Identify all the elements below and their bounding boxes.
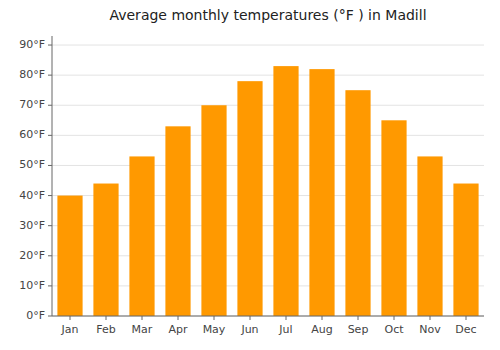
y-tick-label: 60°F	[19, 128, 45, 141]
grid-line	[52, 75, 484, 76]
y-tick-label: 70°F	[19, 98, 45, 111]
y-tick	[48, 225, 52, 226]
x-tick	[430, 316, 431, 320]
bar	[453, 184, 478, 316]
x-tick	[106, 316, 107, 320]
x-tick-label: Jan	[61, 323, 79, 336]
grid-line	[52, 105, 484, 106]
y-tick	[48, 105, 52, 106]
y-tick-label: 40°F	[19, 189, 45, 202]
x-tick-label: Feb	[96, 323, 115, 336]
x-tick	[70, 316, 71, 320]
x-tick	[214, 316, 215, 320]
bar	[201, 105, 226, 316]
x-tick	[466, 316, 467, 320]
x-tick	[178, 316, 179, 320]
y-grid	[52, 45, 484, 316]
x-tick	[250, 316, 251, 320]
y-tick-label: 80°F	[19, 68, 45, 81]
x-tick	[286, 316, 287, 320]
bar	[309, 69, 334, 316]
grid-line	[52, 316, 484, 317]
x-tick	[394, 316, 395, 320]
bar	[237, 81, 262, 316]
x-tick	[358, 316, 359, 320]
bar	[129, 156, 154, 316]
x-tick-label: Jul	[278, 323, 292, 336]
y-tick-label: 90°F	[19, 38, 45, 51]
bar	[57, 196, 82, 316]
bar	[273, 66, 298, 316]
x-tick-label: Sep	[348, 323, 369, 336]
bar	[165, 126, 190, 316]
y-tick-label: 10°F	[19, 279, 45, 292]
y-tick-label: 50°F	[19, 158, 45, 171]
y-axis: 0°F 10°F 20°F 30°F 40°F 50°F 60°F 70°F 80°F 90°F	[19, 36, 52, 322]
y-tick	[48, 45, 52, 46]
y-tick	[48, 255, 52, 256]
x-axis-line	[52, 316, 484, 317]
x-axis: Jan Feb Mar Apr May Jun Jul Aug Sep Oct Nov Dec	[52, 316, 484, 336]
y-tick	[48, 75, 52, 76]
x-tick-label: May	[203, 323, 226, 336]
y-tick-label: 20°F	[19, 249, 45, 262]
bar	[93, 184, 118, 316]
x-tick-label: Oct	[384, 323, 404, 336]
bar	[417, 156, 442, 316]
grid-line	[52, 45, 484, 46]
y-tick-label: 0°F	[26, 309, 45, 322]
y-tick	[48, 195, 52, 196]
y-tick-label: 30°F	[19, 219, 45, 232]
x-tick	[322, 316, 323, 320]
bars	[57, 66, 478, 316]
title: Average monthly temperatures (°F ) in Ma…	[109, 7, 426, 23]
y-tick	[48, 165, 52, 166]
x-tick-label: Aug	[311, 323, 332, 336]
x-tick	[142, 316, 143, 320]
y-tick	[48, 135, 52, 136]
y-axis-line	[52, 36, 53, 316]
x-tick-label: Nov	[419, 323, 441, 336]
x-tick-label: Dec	[455, 323, 476, 336]
x-tick-label: Jun	[240, 323, 258, 336]
y-tick	[48, 316, 52, 317]
grid-line	[52, 135, 484, 136]
bar	[345, 90, 370, 316]
chart: 0°F 10°F 20°F 30°F 40°F 50°F 60°F 70°F 80°F 90°F J…	[0, 0, 500, 350]
y-tick	[48, 285, 52, 286]
bar	[381, 120, 406, 316]
chart-container: 0°F 10°F 20°F 30°F 40°F 50°F 60°F 70°F 80°F 90°F J…	[0, 0, 500, 350]
x-tick-label: Apr	[168, 323, 188, 336]
x-tick-label: Mar	[132, 323, 153, 336]
